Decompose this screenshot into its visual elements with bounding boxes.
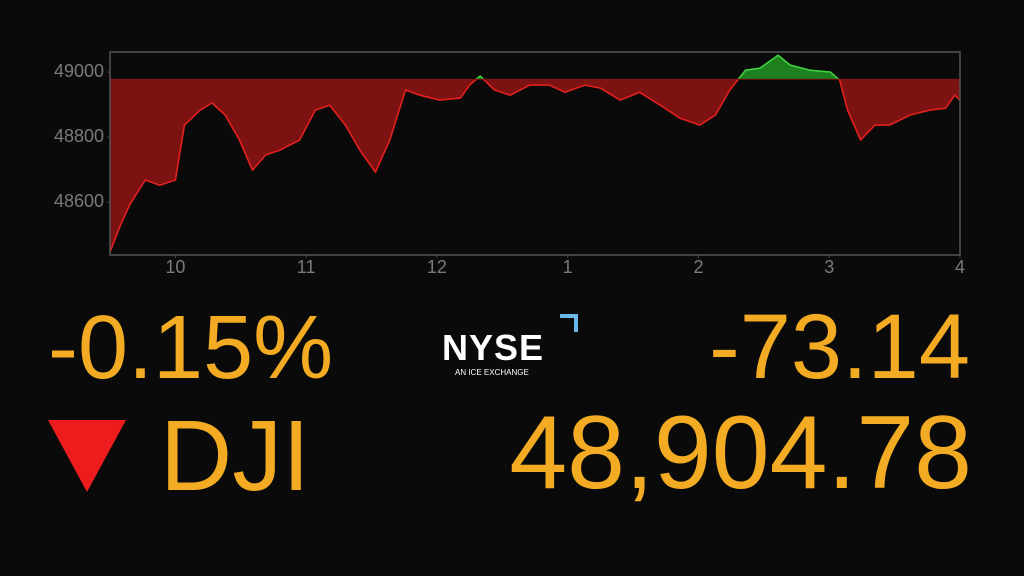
logo-corner bbox=[560, 314, 578, 332]
x-tick-label: 12 bbox=[427, 257, 447, 277]
y-tick-label: 48800 bbox=[54, 126, 104, 146]
price: 48,904.78 bbox=[509, 395, 972, 511]
area-up bbox=[476, 55, 839, 80]
logo-name: NYSE bbox=[442, 327, 544, 368]
y-tick-label: 49000 bbox=[54, 61, 104, 81]
line-down bbox=[109, 79, 961, 253]
down-arrow bbox=[48, 420, 126, 492]
x-tick-label: 11 bbox=[297, 257, 316, 277]
change: -73.14 bbox=[709, 296, 970, 398]
line-up bbox=[475, 54, 840, 80]
symbol: DJI bbox=[160, 400, 310, 512]
plot-frame bbox=[109, 51, 961, 256]
change-percent: -0.15% bbox=[48, 298, 333, 398]
x-tick-label: 4 bbox=[955, 257, 965, 277]
area-down bbox=[110, 79, 960, 253]
logo-tagline: AN ICE EXCHANGE bbox=[455, 368, 529, 377]
x-tick-label: 2 bbox=[693, 257, 703, 277]
x-tick-label: 1 bbox=[563, 257, 573, 277]
x-tick-label: 10 bbox=[165, 257, 185, 277]
y-tick-label: 48600 bbox=[54, 191, 104, 211]
x-tick-label: 3 bbox=[824, 257, 834, 277]
nyse-logo: NYSE AN ICE EXCHANGE bbox=[442, 314, 578, 377]
